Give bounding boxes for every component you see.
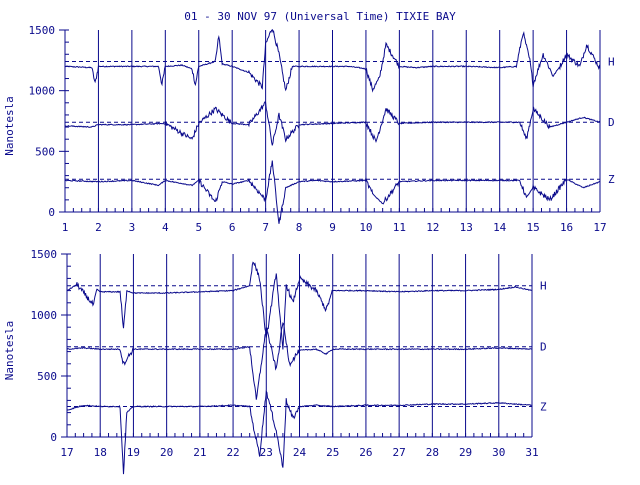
y-tick-label: 0 bbox=[48, 206, 55, 219]
x-tick-label: 28 bbox=[426, 446, 439, 459]
x-tick-label: 11 bbox=[393, 221, 406, 234]
x-tick-label: 31 bbox=[525, 446, 538, 459]
y-tick-label: 1000 bbox=[29, 85, 56, 98]
x-tick-label: 7 bbox=[262, 221, 269, 234]
x-tick-label: 21 bbox=[193, 446, 206, 459]
x-tick-label: 3 bbox=[129, 221, 136, 234]
series-label-d: D bbox=[608, 116, 615, 129]
trace-h bbox=[66, 261, 533, 350]
series-label-h: H bbox=[540, 280, 547, 293]
x-tick-label: 17 bbox=[60, 446, 73, 459]
series-label-z: Z bbox=[608, 173, 615, 186]
x-tick-label: 29 bbox=[459, 446, 472, 459]
series-label-z: Z bbox=[540, 401, 547, 414]
x-tick-label: 15 bbox=[527, 221, 540, 234]
x-tick-label: 25 bbox=[326, 446, 339, 459]
trace-d bbox=[66, 322, 533, 400]
x-tick-label: 13 bbox=[460, 221, 473, 234]
figure-title: 01 - 30 NOV 97 (Universal Time) TIXIE BA… bbox=[184, 10, 456, 23]
x-tick-label: 5 bbox=[195, 221, 202, 234]
x-tick-label: 12 bbox=[426, 221, 439, 234]
x-tick-label: 18 bbox=[94, 446, 107, 459]
x-tick-label: 20 bbox=[160, 446, 173, 459]
trace-z bbox=[66, 390, 533, 475]
x-tick-label: 2 bbox=[95, 221, 102, 234]
series-label-d: D bbox=[540, 341, 547, 354]
y-tick-label: 0 bbox=[50, 431, 57, 444]
x-tick-label: 22 bbox=[226, 446, 239, 459]
x-tick-label: 10 bbox=[359, 221, 372, 234]
x-tick-label: 14 bbox=[493, 221, 507, 234]
x-tick-label: 27 bbox=[393, 446, 406, 459]
x-tick-label: 30 bbox=[492, 446, 505, 459]
x-tick-label: 19 bbox=[127, 446, 140, 459]
series-label-h: H bbox=[608, 56, 615, 69]
top-panel: 1 2 3 4 5 6 7 8 9 10 11 12 13 14 15 16 17050010001500Nan… bbox=[3, 24, 615, 234]
trace-h bbox=[64, 28, 601, 93]
y-axis-label: Nanotesla bbox=[3, 321, 16, 381]
y-tick-label: 1000 bbox=[31, 309, 58, 322]
x-tick-label: 26 bbox=[359, 446, 372, 459]
trace-z bbox=[64, 160, 601, 224]
bottom-panel: 17 18 19 20 21 22 23 24 25 26 27 28 29 30 31 0 500 1000 15… bbox=[3, 248, 547, 475]
x-tick-label: 24 bbox=[293, 446, 307, 459]
x-tick-label: 6 bbox=[229, 221, 236, 234]
x-tick-label: 4 bbox=[162, 221, 169, 234]
x-tick-label: 17 bbox=[593, 221, 606, 234]
x-tick-label: 9 bbox=[329, 221, 336, 234]
x-tick-label: 23 bbox=[260, 446, 273, 459]
y-axis-label: Nanotesla bbox=[3, 96, 16, 156]
x-tick-label: 8 bbox=[296, 221, 303, 234]
trace-d bbox=[64, 101, 601, 146]
x-tick-label: 16 bbox=[560, 221, 573, 234]
y-tick-label: 500 bbox=[37, 370, 57, 383]
x-tick-label: 1 bbox=[62, 221, 69, 234]
y-tick-label: 1500 bbox=[29, 24, 56, 37]
y-tick-label: 500 bbox=[35, 145, 55, 158]
y-tick-label: 1500 bbox=[31, 248, 58, 261]
